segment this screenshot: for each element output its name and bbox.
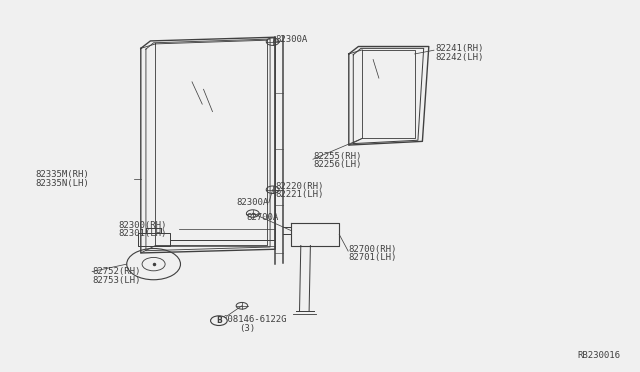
Text: 82301(LH): 82301(LH) bbox=[118, 229, 167, 238]
Text: 82242(LH): 82242(LH) bbox=[435, 53, 484, 62]
Text: 82255(RH): 82255(RH) bbox=[314, 152, 362, 161]
Text: B: B bbox=[216, 316, 221, 325]
Text: RB230016: RB230016 bbox=[578, 351, 621, 360]
Text: °08146-6122G: °08146-6122G bbox=[223, 315, 287, 324]
Text: 82221(LH): 82221(LH) bbox=[275, 190, 324, 199]
Text: 82300A: 82300A bbox=[275, 35, 307, 44]
Text: 82700(RH): 82700(RH) bbox=[349, 245, 397, 254]
Text: 82335M(RH): 82335M(RH) bbox=[35, 170, 89, 179]
Text: 82300A: 82300A bbox=[237, 198, 269, 207]
Text: 82300(RH): 82300(RH) bbox=[118, 221, 167, 230]
Text: 82752(RH): 82752(RH) bbox=[93, 267, 141, 276]
Text: 82256(LH): 82256(LH) bbox=[314, 160, 362, 169]
Text: 82241(RH): 82241(RH) bbox=[435, 44, 484, 53]
Text: 82701(LH): 82701(LH) bbox=[349, 253, 397, 262]
Text: 82335N(LH): 82335N(LH) bbox=[35, 179, 89, 188]
Text: 82753(LH): 82753(LH) bbox=[93, 276, 141, 285]
Text: 82700A: 82700A bbox=[246, 213, 278, 222]
Text: (3): (3) bbox=[239, 324, 255, 333]
Text: 82220(RH): 82220(RH) bbox=[275, 182, 324, 190]
